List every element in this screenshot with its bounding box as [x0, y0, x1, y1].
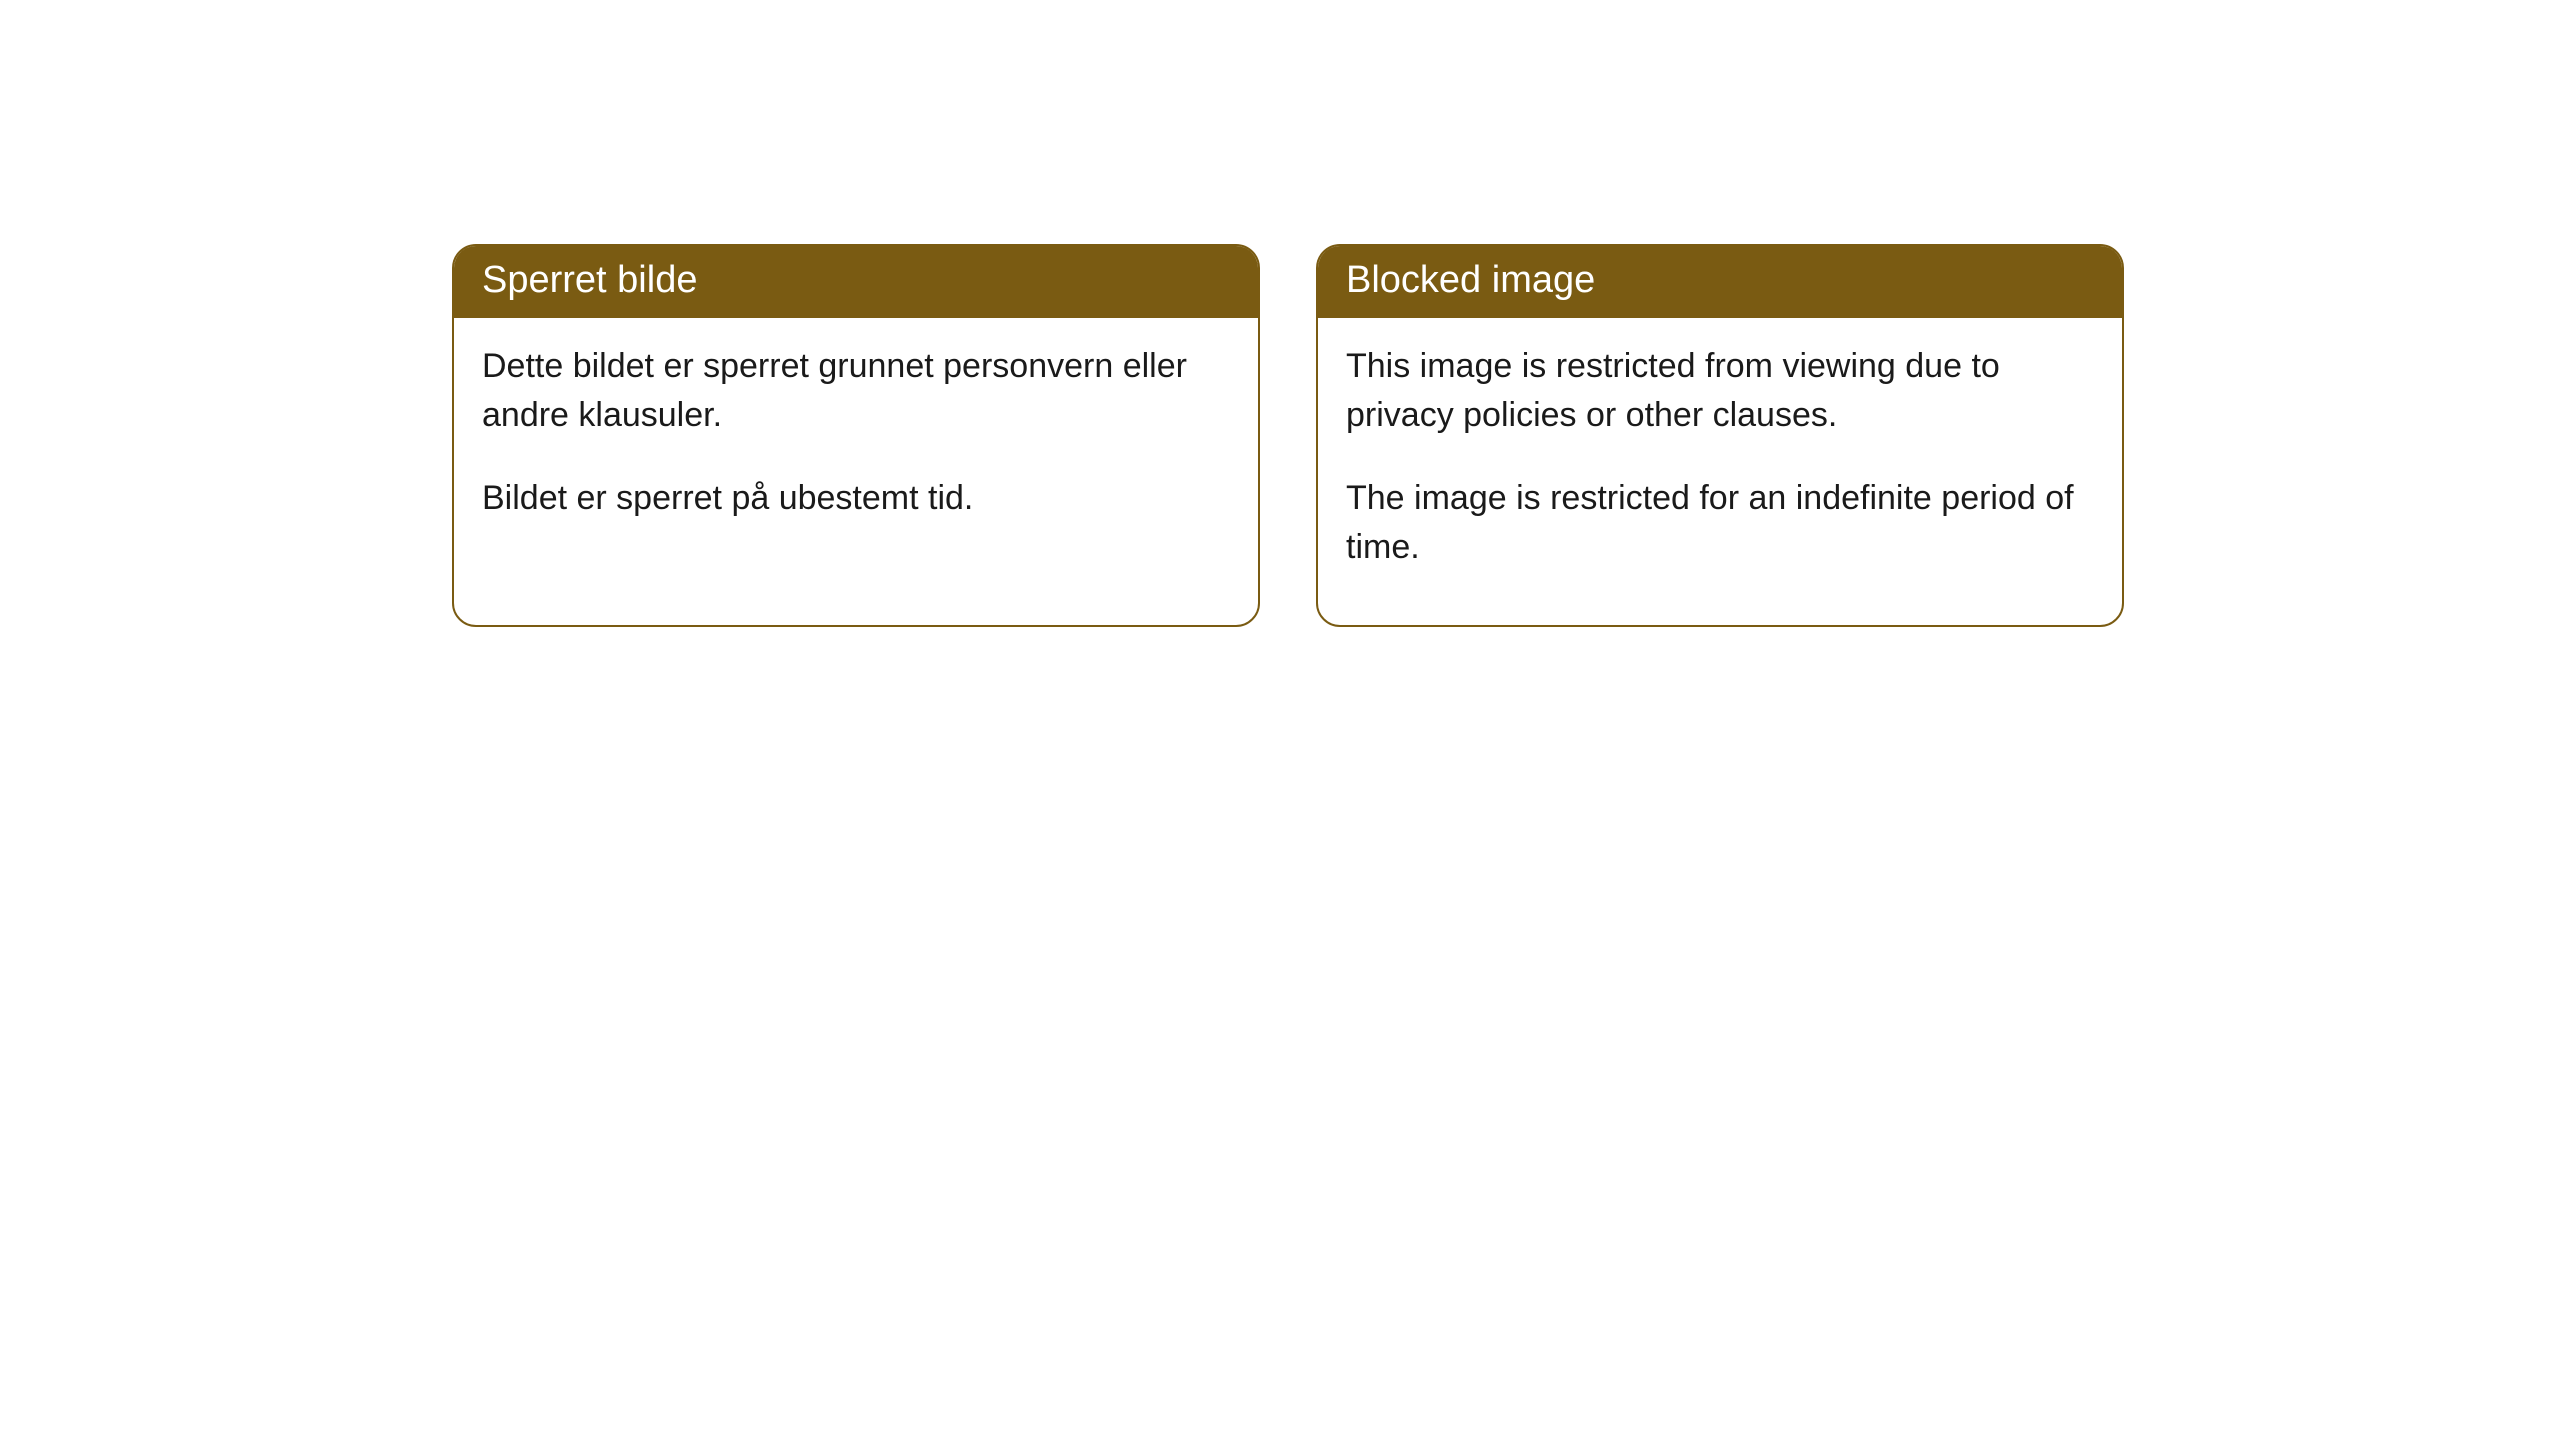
card-body-en: This image is restricted from viewing du… [1318, 318, 2122, 625]
blocked-image-card-no: Sperret bilde Dette bildet er sperret gr… [452, 244, 1260, 627]
card-container: Sperret bilde Dette bildet er sperret gr… [0, 0, 2560, 627]
card-text-no-1: Dette bildet er sperret grunnet personve… [482, 342, 1230, 441]
card-header-en: Blocked image [1318, 246, 2122, 318]
card-text-en-1: This image is restricted from viewing du… [1346, 342, 2094, 441]
card-text-no-2: Bildet er sperret på ubestemt tid. [482, 474, 1230, 523]
blocked-image-card-en: Blocked image This image is restricted f… [1316, 244, 2124, 627]
card-text-en-2: The image is restricted for an indefinit… [1346, 474, 2094, 573]
card-body-no: Dette bildet er sperret grunnet personve… [454, 318, 1258, 576]
card-header-no: Sperret bilde [454, 246, 1258, 318]
